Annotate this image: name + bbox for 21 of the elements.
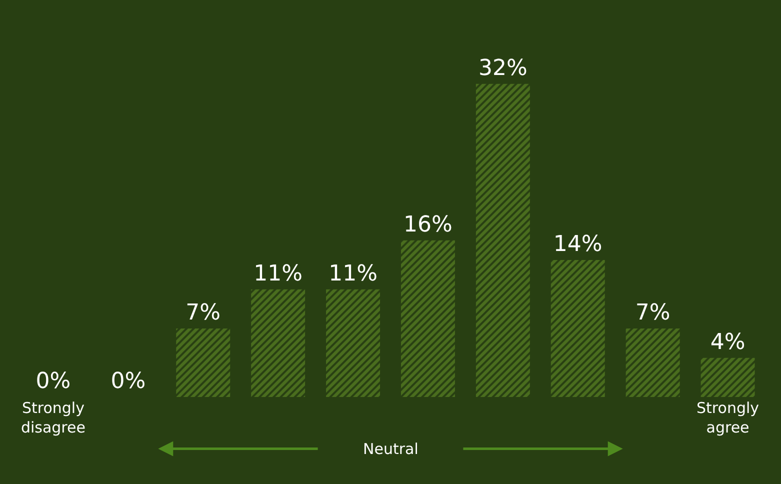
data-label: 7% [635, 300, 670, 326]
bar [176, 328, 230, 397]
x-tick-label: Strongly disagree [20, 399, 86, 436]
text: Neutral [363, 440, 418, 458]
data-label: 11% [328, 261, 378, 286]
bar [326, 289, 380, 397]
bar [700, 358, 755, 397]
data-label: 4% [710, 330, 746, 355]
bar [251, 289, 306, 397]
data-label: 16% [404, 212, 452, 238]
data-label: 11% [254, 261, 303, 286]
data-label: 32% [478, 56, 528, 81]
data-label: 0% [110, 369, 146, 394]
data-label: 14% [553, 232, 602, 257]
data-label: 0% [36, 369, 71, 394]
data-label: 7% [186, 300, 221, 326]
x-tick-label: Strongly agree [696, 399, 760, 436]
bar [400, 240, 455, 397]
bar [626, 328, 680, 397]
bar [550, 260, 605, 397]
bar [476, 84, 530, 397]
